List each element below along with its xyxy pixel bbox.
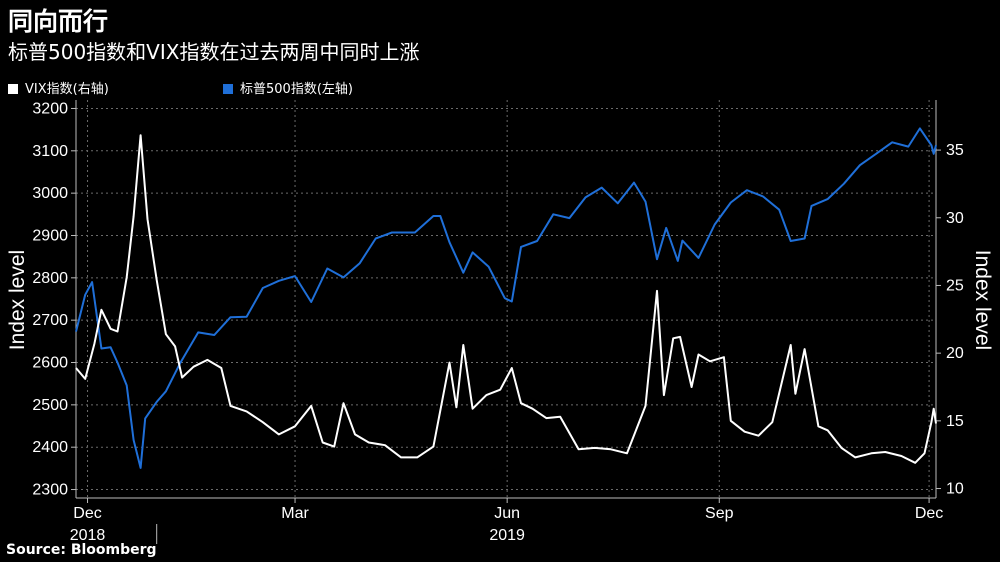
legend-item-vix: VIX指数(右轴) (8, 78, 109, 97)
x-tick-label: Sep (705, 505, 734, 522)
right-axis-ticks: 10 15 20 25 30 35 (936, 142, 964, 498)
left-tick-label: 3100 (32, 143, 68, 160)
x-tick-label: Jun (494, 505, 520, 522)
right-axis-title: Index level (971, 250, 994, 350)
left-tick-label: 2900 (32, 227, 68, 244)
right-tick-label: 30 (946, 210, 964, 227)
x-year-label: 2019 (489, 527, 525, 544)
left-axis-ticks: 2300 2400 2500 2600 2700 2800 2900 3000 3100 3200 (32, 100, 76, 499)
legend-label-spx: 标普500指数(左轴) (240, 82, 353, 97)
left-tick-label: 2300 (32, 482, 68, 499)
right-tick-label: 10 (946, 481, 964, 498)
legend-item-spx: 标普500指数(左轴) (223, 78, 353, 97)
x-tick-label: Dec (915, 505, 943, 522)
legend-swatch-vix (8, 84, 18, 94)
left-tick-label: 3200 (32, 100, 68, 117)
series-lines (75, 127, 937, 469)
right-tick-label: 35 (946, 142, 964, 159)
left-tick-label: 2600 (32, 355, 68, 372)
chart-title: 同向而行 (8, 7, 109, 36)
x-axis-ticks: Dec Mar Jun Sep Dec 2018 2019 (70, 498, 943, 544)
spx-line (75, 127, 937, 469)
chart-subtitle: 标普500指数和VIX指数在过去两周中同时上涨 (8, 40, 420, 64)
x-tick-label: Mar (281, 505, 309, 522)
legend-swatch-spx (223, 84, 233, 94)
right-tick-label: 20 (946, 345, 964, 362)
axes (75, 100, 937, 499)
legend-label-vix: VIX指数(右轴) (25, 82, 109, 97)
x-year-label: 2018 (70, 527, 106, 544)
vix-line (75, 134, 937, 464)
left-tick-label: 2700 (32, 312, 68, 329)
left-axis-title: Index level (6, 250, 29, 350)
left-tick-label: 2400 (32, 439, 68, 456)
left-tick-label: 3000 (32, 185, 68, 202)
left-tick-label: 2500 (32, 397, 68, 414)
right-tick-label: 25 (946, 277, 964, 294)
source-note: Source: Bloomberg (6, 542, 157, 558)
right-tick-label: 15 (946, 413, 964, 430)
x-tick-label: Dec (73, 505, 101, 522)
left-tick-label: 2800 (32, 270, 68, 287)
